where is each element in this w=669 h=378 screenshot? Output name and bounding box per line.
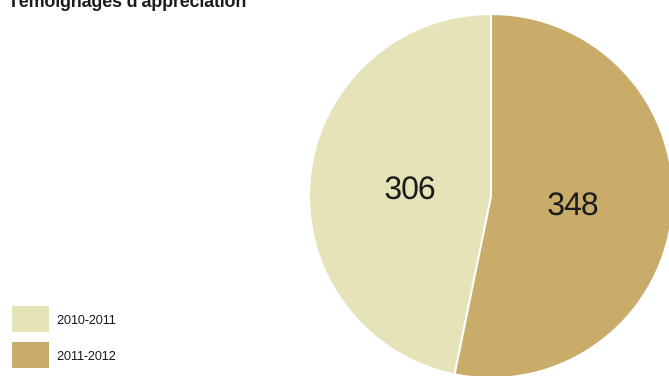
legend-item-2011-2012: 2011-2012 (12, 342, 116, 368)
pie-slice-2011-2012 (453, 12, 669, 376)
legend-swatch-2010-2011 (12, 306, 49, 332)
data-label-2011-2012: 348 (547, 186, 598, 222)
chart-title: Témoignages d'appréciation (8, 0, 247, 11)
legend: 2010-2011 2011-2012 (12, 306, 116, 378)
legend-label: 2011-2012 (57, 347, 116, 363)
pie-slice-2010-2011 (308, 12, 492, 376)
data-label-2010-2011: 306 (384, 170, 435, 206)
legend-swatch-2011-2012 (12, 342, 49, 368)
legend-label: 2010-2011 (57, 311, 116, 327)
legend-item-2010-2011: 2010-2011 (12, 306, 116, 332)
